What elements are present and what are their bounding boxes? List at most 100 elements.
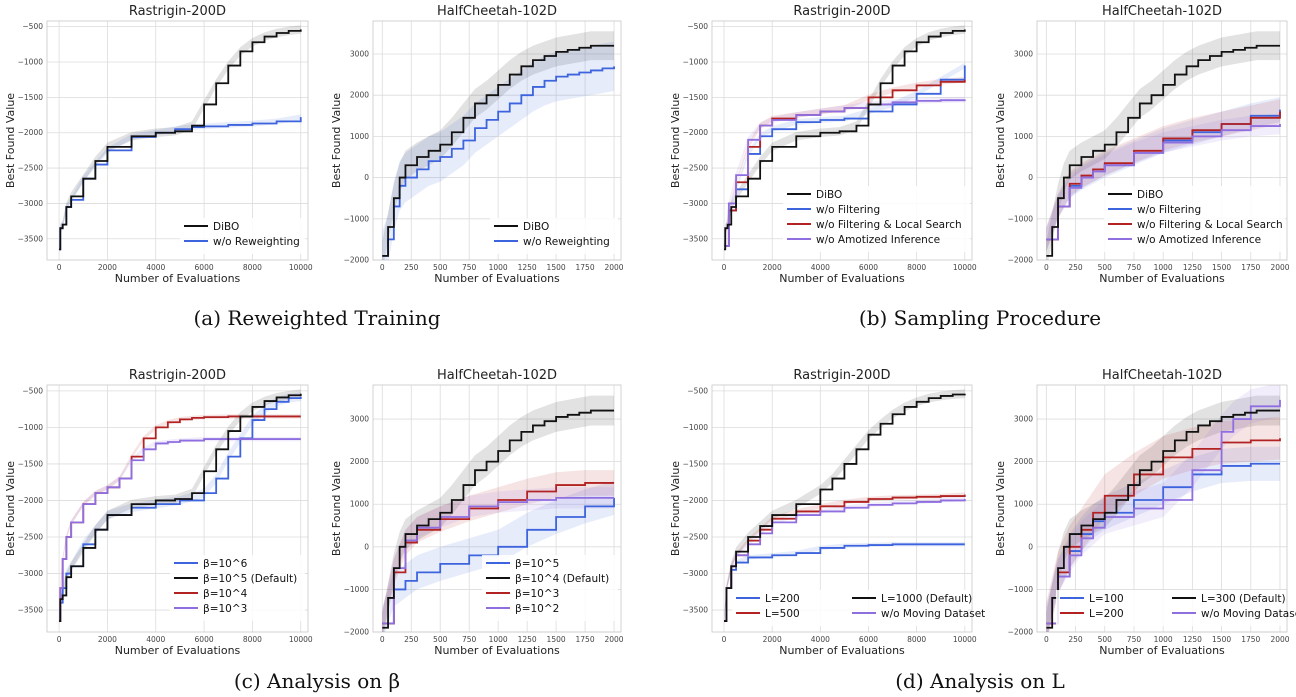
series-line-10-3 xyxy=(59,438,301,622)
y-tick-label: 1000 xyxy=(1014,132,1033,141)
y-tick-label: −2000 xyxy=(18,128,44,137)
legend-box xyxy=(170,555,305,621)
x-tick-label: 2000 xyxy=(1270,635,1289,644)
x-tick-label: 0 xyxy=(57,635,62,644)
y-tick-label: −3500 xyxy=(18,234,44,243)
series-line-dibo xyxy=(59,29,302,251)
x-tick-label: 8000 xyxy=(243,263,262,272)
x-tick-label: 1250 xyxy=(518,263,537,272)
series-band-10-4-default xyxy=(382,395,615,632)
y-tick-label: −1000 xyxy=(18,58,44,67)
plot-frame xyxy=(372,384,622,633)
legend: DiBO w/o Reweighting xyxy=(180,218,305,254)
x-axis-label: Number of Evaluations xyxy=(1099,644,1225,657)
y-tick-label: −2000 xyxy=(683,128,709,137)
series-band-10-3 xyxy=(382,470,615,632)
series-line-10-2 xyxy=(382,496,615,625)
chart-title: Rastrigin-200D xyxy=(129,368,226,383)
x-tick-label: 250 xyxy=(404,635,419,644)
y-tick-label: −1500 xyxy=(683,459,709,468)
y-tick-label: 3000 xyxy=(1014,49,1033,58)
legend-label-10-6: β=10^6 xyxy=(203,558,248,570)
x-tick-label: 6000 xyxy=(859,635,878,644)
legend-label-dibo: DiBO xyxy=(816,189,842,201)
y-tick-label: −2500 xyxy=(18,533,44,542)
series-line-dibo xyxy=(382,44,615,257)
series-line-10-6 xyxy=(59,396,302,622)
x-tick-label: 4000 xyxy=(146,263,165,272)
y-tick-label: 2000 xyxy=(350,91,369,100)
y-tick-label: −2500 xyxy=(683,164,709,173)
legend: β=10^5 β=10^4 (Default) β=10^3 β=10^2 xyxy=(482,555,618,621)
chart-b-rastrigin: 0 2000 4000 6000 8000 10000 −3500 −3000 −2500 −20… xyxy=(669,4,977,285)
legend-label-l-200: L=200 xyxy=(1089,608,1124,620)
x-tick-label: 500 xyxy=(433,635,448,644)
legend-label-w-o-reweighting: w/o Reweighting xyxy=(213,236,300,248)
x-tick-label: 10000 xyxy=(289,263,313,272)
y-axis-label: Best Found Value xyxy=(330,461,343,556)
series-line-10-5-default xyxy=(59,393,302,622)
series-line-dibo xyxy=(724,29,966,251)
series-group xyxy=(59,25,302,254)
x-tick-label: 1250 xyxy=(1183,263,1202,272)
y-axis-label: Best Found Value xyxy=(4,93,17,188)
y-tick-label: −1500 xyxy=(18,459,44,468)
x-axis-label: Number of Evaluations xyxy=(434,272,560,285)
series-line-l-300-default xyxy=(1046,409,1280,629)
x-tick-label: 1750 xyxy=(1241,263,1260,272)
x-tick-label: 750 xyxy=(1127,263,1142,272)
y-tick-label: 3000 xyxy=(1014,415,1033,424)
legend-label-l-300-default: L=300 (Default) xyxy=(1201,593,1286,605)
chart-title: HalfCheetah-102D xyxy=(1102,368,1222,383)
y-tick-label: −2000 xyxy=(18,496,44,505)
x-tick-label: 750 xyxy=(462,635,477,644)
series-line-w-o-reweighting xyxy=(382,66,615,257)
x-tick-label: 500 xyxy=(433,263,448,272)
legend: L=200 L=1000 (Default) L=500 w/o Moving Dat… xyxy=(732,590,985,626)
series-line-10-5 xyxy=(382,497,615,625)
x-tick-label: 2000 xyxy=(98,635,117,644)
y-tick-label: −3000 xyxy=(683,569,709,578)
x-tick-label: 1000 xyxy=(489,635,508,644)
y-tick-label: 0 xyxy=(1028,173,1033,182)
legend-label-10-3: β=10^3 xyxy=(203,603,247,615)
y-axis-label: Best Found Value xyxy=(994,461,1007,556)
legend-label-10-2: β=10^2 xyxy=(515,603,559,615)
x-tick-label: 1000 xyxy=(489,263,508,272)
y-tick-label: −1000 xyxy=(18,423,44,432)
x-axis-label: Number of Evaluations xyxy=(1099,272,1225,285)
x-tick-label: 8000 xyxy=(907,263,926,272)
y-tick-label: −1000 xyxy=(344,585,370,594)
chart-c-halfcheetah: 0 250 500 750 1000 1250 1500 1750 2000 −2000 −1000… xyxy=(330,368,624,657)
plot-frame xyxy=(711,20,973,261)
y-tick-label: 0 xyxy=(1028,542,1033,551)
y-tick-label: −500 xyxy=(22,22,43,31)
legend-label-dibo: DiBO xyxy=(1137,189,1163,201)
x-tick-label: 6000 xyxy=(195,635,214,644)
x-axis-label: Number of Evaluations xyxy=(115,272,241,285)
x-tick-label: 0 xyxy=(1044,635,1049,644)
x-tick-label: 2000 xyxy=(604,263,623,272)
y-tick-label: 2000 xyxy=(1014,91,1033,100)
y-tick-label: 2000 xyxy=(1014,457,1033,466)
plots-layer: 0 2000 4000 6000 8000 10000−3500−3000−2500−20… xyxy=(4,4,1296,657)
chart-title: Rastrigin-200D xyxy=(793,368,890,383)
chart-c-rastrigin: 0 2000 4000 6000 8000 10000 −3500 −3000 −2500 −20… xyxy=(4,368,313,657)
y-tick-label: 1000 xyxy=(350,500,369,509)
x-tick-label: 10000 xyxy=(953,635,977,644)
x-tick-label: 1750 xyxy=(576,263,595,272)
x-tick-label: 1250 xyxy=(1183,635,1202,644)
legend-box xyxy=(1104,186,1285,252)
series-line-w-o-amotized-inference xyxy=(724,99,966,247)
x-tick-label: 0 xyxy=(722,635,727,644)
series-line-l-1000-default xyxy=(724,393,966,622)
x-tick-label: 2000 xyxy=(763,635,782,644)
y-tick-label: −2500 xyxy=(18,164,44,173)
x-tick-label: 0 xyxy=(1044,263,1049,272)
x-tick-label: 10000 xyxy=(953,263,977,272)
series-band-dibo xyxy=(382,31,615,260)
chart-d-rastrigin: 0 2000 4000 6000 8000 10000 −3500 −3000 −2500 −20… xyxy=(669,368,985,657)
x-tick-label: 1000 xyxy=(1154,635,1173,644)
x-tick-label: 0 xyxy=(380,263,385,272)
x-tick-label: 2000 xyxy=(604,635,623,644)
